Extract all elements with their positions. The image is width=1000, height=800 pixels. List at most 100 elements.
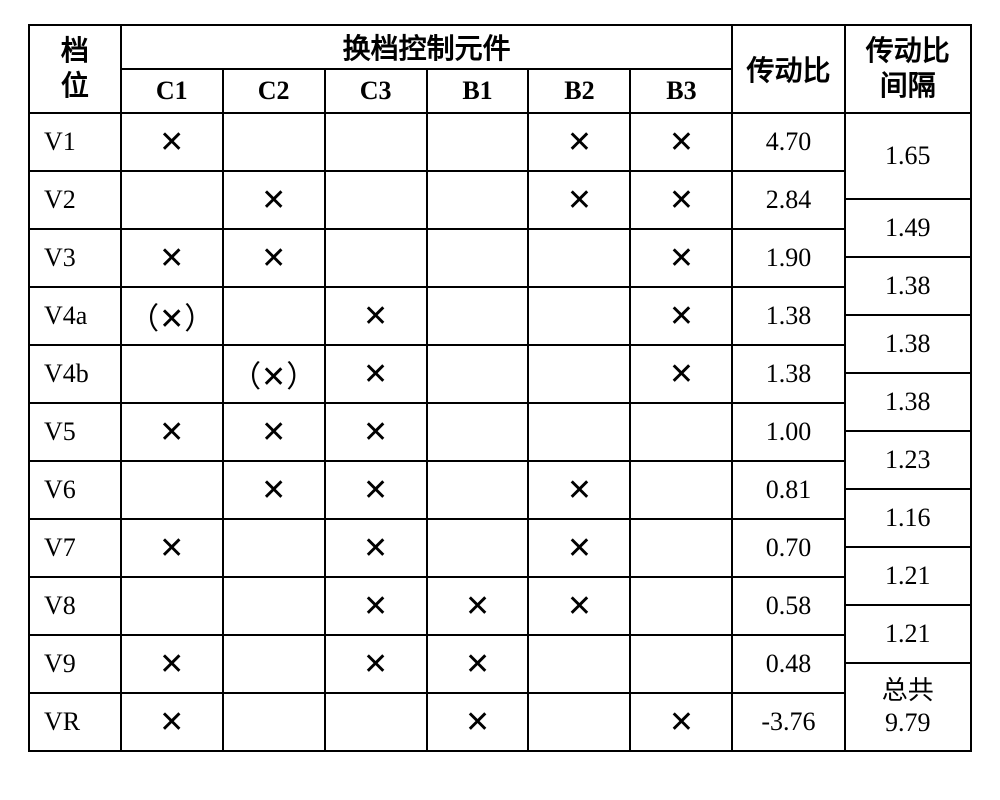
gear-label: V7 — [29, 519, 121, 577]
cell: ✕ — [630, 229, 732, 287]
cell: ✕ — [121, 113, 223, 171]
ratio: 1.38 — [732, 345, 844, 403]
cell: ✕ — [528, 461, 630, 519]
cell — [630, 519, 732, 577]
cell — [325, 229, 427, 287]
table-row: V4b （✕） ✕ ✕ 1.38 — [29, 345, 971, 373]
cell: ✕ — [427, 577, 529, 635]
table-row: V9 ✕ ✕ ✕ 0.48 — [29, 635, 971, 663]
cell: ✕ — [223, 403, 325, 461]
total-value: 9.79 — [885, 708, 931, 737]
header-shift-control: 换档控制元件 — [121, 25, 733, 69]
cell — [223, 113, 325, 171]
cell — [427, 171, 529, 229]
gear-label: V8 — [29, 577, 121, 635]
col-b2: B2 — [528, 69, 630, 113]
cell: ✕ — [630, 171, 732, 229]
interval: 1.16 — [845, 489, 971, 547]
cell — [630, 403, 732, 461]
header-interval-line1: 传动比 — [866, 36, 950, 67]
ratio: 2.84 — [732, 171, 844, 229]
cell: ✕ — [325, 577, 427, 635]
total-cell: 总共 9.79 — [845, 663, 971, 751]
cell — [528, 403, 630, 461]
cell — [427, 229, 529, 287]
cell — [325, 113, 427, 171]
gear-label: V1 — [29, 113, 121, 171]
gear-label: V3 — [29, 229, 121, 287]
cell — [223, 287, 325, 345]
gear-label: V6 — [29, 461, 121, 519]
table-row: V4a （✕） ✕ ✕ 1.38 — [29, 287, 971, 315]
cell: ✕ — [121, 635, 223, 693]
cell — [121, 171, 223, 229]
cell — [325, 693, 427, 751]
ratio: 4.70 — [732, 113, 844, 171]
ratio: 0.58 — [732, 577, 844, 635]
cell: ✕ — [223, 171, 325, 229]
cell: ✕ — [121, 229, 223, 287]
cell — [121, 461, 223, 519]
header-interval-line2: 间隔 — [880, 71, 936, 102]
cell: （✕） — [121, 287, 223, 345]
cell — [528, 287, 630, 345]
cell — [223, 519, 325, 577]
cell: ✕ — [630, 287, 732, 345]
interval: 1.21 — [845, 605, 971, 663]
cell — [223, 577, 325, 635]
col-c3: C3 — [325, 69, 427, 113]
cell: ✕ — [528, 171, 630, 229]
cell — [427, 345, 529, 403]
ratio: 1.38 — [732, 287, 844, 345]
interval: 1.49 — [845, 199, 971, 257]
table-row: V7 ✕ ✕ ✕ 0.70 — [29, 519, 971, 547]
col-b1: B1 — [427, 69, 529, 113]
cell — [427, 461, 529, 519]
ratio: 0.70 — [732, 519, 844, 577]
cell: ✕ — [325, 403, 427, 461]
cell: ✕ — [630, 113, 732, 171]
cell: ✕ — [528, 113, 630, 171]
header-row-1: 档 位 换档控制元件 传动比 传动比 间隔 — [29, 25, 971, 69]
cell — [325, 171, 427, 229]
col-c1: C1 — [121, 69, 223, 113]
gear-label: V9 — [29, 635, 121, 693]
table-row: VR ✕ ✕ ✕ -3.76 — [29, 693, 971, 722]
col-b3: B3 — [630, 69, 732, 113]
cell: ✕ — [223, 229, 325, 287]
cell — [427, 113, 529, 171]
gear-table: 档 位 换档控制元件 传动比 传动比 间隔 C1 C2 C3 B1 B2 B3 … — [28, 24, 972, 752]
cell — [223, 693, 325, 751]
header-ratio: 传动比 — [732, 25, 844, 113]
cell: ✕ — [427, 693, 529, 751]
cell: ✕ — [630, 345, 732, 403]
interval: 1.38 — [845, 315, 971, 373]
cell — [528, 229, 630, 287]
gear-label: VR — [29, 693, 121, 751]
cell: ✕ — [427, 635, 529, 693]
cell: ✕ — [223, 461, 325, 519]
cell: ✕ — [325, 519, 427, 577]
cell — [630, 577, 732, 635]
cell: ✕ — [121, 693, 223, 751]
cell — [427, 403, 529, 461]
cell: （✕） — [223, 345, 325, 403]
col-c2: C2 — [223, 69, 325, 113]
table-row: V2 ✕ ✕ ✕ 2.84 — [29, 171, 971, 199]
table-row: V8 ✕ ✕ ✕ 0.58 — [29, 577, 971, 605]
interval: 1.65 — [845, 113, 971, 199]
cell: ✕ — [528, 519, 630, 577]
gear-label: V2 — [29, 171, 121, 229]
cell — [427, 287, 529, 345]
cell: ✕ — [121, 403, 223, 461]
table-row: V6 ✕ ✕ ✕ 0.81 — [29, 461, 971, 489]
ratio: 1.90 — [732, 229, 844, 287]
ratio: 1.00 — [732, 403, 844, 461]
ratio: 0.48 — [732, 635, 844, 693]
cell — [427, 519, 529, 577]
cell — [630, 461, 732, 519]
interval: 1.23 — [845, 431, 971, 489]
cell: ✕ — [325, 461, 427, 519]
table-row: V5 ✕ ✕ ✕ 1.00 — [29, 403, 971, 431]
cell — [121, 345, 223, 403]
